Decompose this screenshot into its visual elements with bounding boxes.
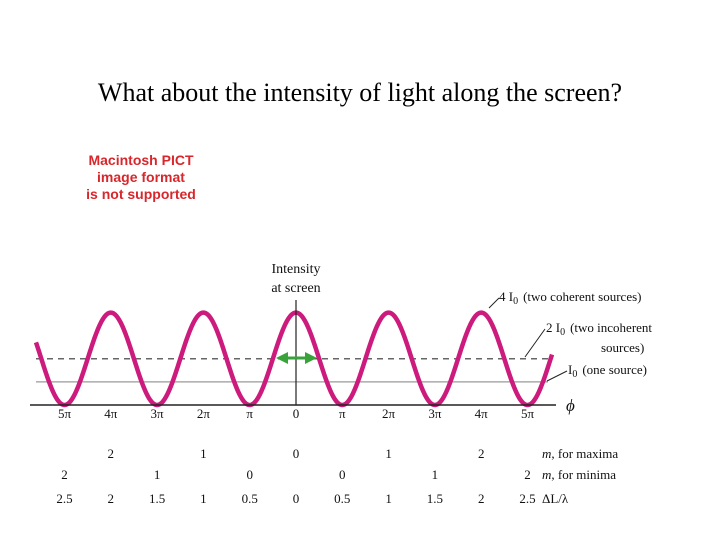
level-label-2i0: 2 I0 (two incoherent xyxy=(546,320,652,338)
m-maxima-value: 1 xyxy=(385,446,392,461)
m-minima-value: 1 xyxy=(432,467,439,482)
level-label-i0: I0 (one source) xyxy=(568,362,647,380)
pict-unsupported-notice: Macintosh PICT image format is not suppo… xyxy=(74,152,208,203)
m-minima-value: 0 xyxy=(246,467,253,482)
pict-notice-line: image format xyxy=(97,169,185,185)
path-difference-value: 2.5 xyxy=(519,491,535,506)
m-minima-value: 2 xyxy=(61,467,68,482)
path-difference-value: 1 xyxy=(385,491,392,506)
x-tick-label: 4π xyxy=(475,406,489,421)
path-difference-value: 1.5 xyxy=(149,491,165,506)
x-tick-label: 5π xyxy=(58,406,72,421)
leader-4i0 xyxy=(488,297,500,309)
path-difference-value: 2 xyxy=(478,491,485,506)
path-difference-value: 0.5 xyxy=(242,491,258,506)
m-minima-value: 1 xyxy=(154,467,161,482)
leader-i0 xyxy=(546,370,568,382)
m-maxima-value: 2 xyxy=(478,446,485,461)
m-maxima-value: 1 xyxy=(200,446,207,461)
path-difference-value: 0.5 xyxy=(334,491,350,506)
m-maxima-label: m, for maxima xyxy=(542,446,618,461)
ylabel-line-2: at screen xyxy=(271,281,320,296)
x-tick-label: 4π xyxy=(104,406,118,421)
m-minima-label: m, for minima xyxy=(542,467,616,482)
x-tick-label: 3π xyxy=(151,406,165,421)
phi-axis-label: ϕ xyxy=(566,396,575,415)
path-difference-value: 2 xyxy=(108,491,115,506)
path-difference-label: ΔL/λ xyxy=(542,491,569,506)
x-tick-label: 5π xyxy=(521,406,535,421)
m-minima-value: 2 xyxy=(524,467,531,482)
arrow-head-right xyxy=(305,352,317,364)
x-tick-label: 0 xyxy=(293,406,300,421)
ylabel-line-1: Intensity xyxy=(272,262,321,277)
arrow-head-left xyxy=(276,352,288,364)
path-difference-value: 1 xyxy=(200,491,207,506)
level-label-2i0-line-2: sources) xyxy=(601,340,644,355)
m-minima-value: 0 xyxy=(339,467,346,482)
x-tick-label: π xyxy=(339,406,346,421)
m-maxima-value: 2 xyxy=(108,446,115,461)
path-difference-value: 0 xyxy=(293,491,300,506)
level-label-4i0: 4 I0 (two coherent sources) xyxy=(499,289,642,307)
slide-title: What about the intensity of light along … xyxy=(97,78,623,107)
x-tick-label: 3π xyxy=(428,406,442,421)
path-difference-value: 1.5 xyxy=(427,491,443,506)
pict-notice-line: is not supported xyxy=(86,186,196,202)
intensity-curve xyxy=(33,310,555,408)
x-tick-label: 2π xyxy=(382,406,396,421)
pict-notice-line: Macintosh PICT xyxy=(88,152,194,168)
m-maxima-value: 0 xyxy=(293,446,300,461)
path-difference-value: 2.5 xyxy=(56,491,72,506)
x-tick-label: π xyxy=(246,406,253,421)
x-tick-label: 2π xyxy=(197,406,211,421)
leader-2i0 xyxy=(524,328,546,358)
